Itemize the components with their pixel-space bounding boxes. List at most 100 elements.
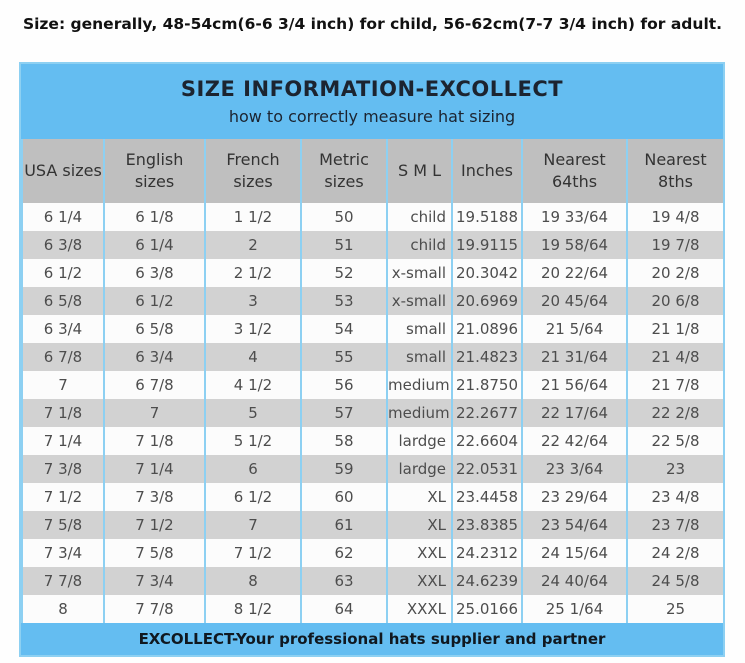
table-row: 6 3/8 6 1/4 2 51 child 19.9115 19 58/64 19 7/8 [21,231,725,259]
table-row: 7 3/4 7 5/8 7 1/2 62 XXL 24.2312 24 15/64 24 2/… [21,539,725,567]
table-row: 6 3/4 6 5/8 3 1/2 54 small 21.0896 21 5/64 21 1… [21,315,725,343]
table-row: 7 1/2 7 3/8 6 1/2 60 XL 23.4458 23 29/64 23 4/8 [21,483,725,511]
table-cell: 7 1/8 [103,427,206,455]
table-cell: XL [386,483,453,511]
column-header: Nearest 64ths [521,139,628,203]
table-cell: 61 [300,511,388,539]
column-header: S M L [386,139,453,203]
table-cell: child [386,231,453,259]
table-cell: 20 22/64 [521,259,628,287]
table-cell: 25 [626,595,725,623]
table-cell: 22.6604 [451,427,523,455]
table-cell: 7 1/4 [103,455,206,483]
table-cell: 51 [300,231,388,259]
table-cell: 21 7/8 [626,371,725,399]
column-header: English sizes [103,139,206,203]
table-cell: 23 29/64 [521,483,628,511]
table-cell: 62 [300,539,388,567]
table-cell: 6 3/8 [103,259,206,287]
table-cell: 21 56/64 [521,371,628,399]
table-cell: 56 [300,371,388,399]
table-cell: 24 15/64 [521,539,628,567]
table-cell: 20.6969 [451,287,523,315]
table-cell: 23.4458 [451,483,523,511]
table-cell: 24.6239 [451,567,523,595]
table-cell: 19 7/8 [626,231,725,259]
table-cell: 7 1/2 [21,483,105,511]
table-cell: 6 5/8 [21,287,105,315]
table-cell: 19 33/64 [521,203,628,231]
table-cell: 20.3042 [451,259,523,287]
table-subtitle: how to correctly measure hat sizing [228,107,516,126]
table-cell: 52 [300,259,388,287]
table-cell: 4 1/2 [204,371,302,399]
table-cell: 20 6/8 [626,287,725,315]
table-cell: 6 3/8 [21,231,105,259]
size-grid: USA sizes English sizes French sizes Metric… [21,139,725,623]
table-cell: 6 7/8 [103,371,206,399]
table-cell: x-small [386,287,453,315]
table-cell: 63 [300,567,388,595]
table-cell: lardge [386,455,453,483]
table-cell: 4 [204,343,302,371]
table-row: 7 3/8 7 1/4 6 59 lardge 22.0531 23 3/64 23 [21,455,725,483]
table-cell: 23 [626,455,725,483]
column-header: Inches [451,139,523,203]
size-note: Size: generally, 48-54cm(6-6 3/4 inch) f… [22,15,723,33]
table-cell: 21 5/64 [521,315,628,343]
table-row: 6 1/2 6 3/8 2 1/2 52 x-small 20.3042 20 22/64 2… [21,259,725,287]
table-cell: 8 [21,595,105,623]
table-cell: 23 7/8 [626,511,725,539]
table-cell: medium [386,399,453,427]
table-cell: 6 3/4 [21,315,105,343]
table-cell: 19 58/64 [521,231,628,259]
table-cell: small [386,343,453,371]
table-cell: 21 31/64 [521,343,628,371]
table-cell: 7 [21,371,105,399]
column-header: French sizes [204,139,302,203]
table-row: 7 1/4 7 1/8 5 1/2 58 lardge 22.6604 22 42/64 22… [21,427,725,455]
table-cell: 2 1/2 [204,259,302,287]
table-cell: 22 17/64 [521,399,628,427]
size-table: SIZE INFORMATION-EXCOLLECT how to correc… [19,62,725,657]
table-row: 7 1/8 7 5 57 medium 22.2677 22 17/64 22 2/8 [21,399,725,427]
table-cell: 25 1/64 [521,595,628,623]
table-cell: small [386,315,453,343]
table-cell: 20 45/64 [521,287,628,315]
table-cell: 22 2/8 [626,399,725,427]
table-cell: 21.8750 [451,371,523,399]
table-cell: 60 [300,483,388,511]
column-header: USA sizes [21,139,105,203]
table-row: 6 7/8 6 3/4 4 55 small 21.4823 21 31/64 21 4/8 [21,343,725,371]
header-row: USA sizes English sizes French sizes Metric… [21,139,725,203]
table-cell: child [386,203,453,231]
table-cell: XXL [386,567,453,595]
table-cell: 6 1/4 [21,203,105,231]
table-cell: 7 [103,399,206,427]
table-cell: 3 1/2 [204,315,302,343]
table-cell: 5 [204,399,302,427]
table-cell: 6 1/2 [21,259,105,287]
table-cell: lardge [386,427,453,455]
table-cell: 23 54/64 [521,511,628,539]
table-cell: 7 1/8 [21,399,105,427]
table-cell: 64 [300,595,388,623]
table-cell: 7 3/4 [21,539,105,567]
table-cell: 8 [204,567,302,595]
table-cell: 53 [300,287,388,315]
table-cell: 7 1/4 [21,427,105,455]
table-cell: 21.0896 [451,315,523,343]
table-cell: XL [386,511,453,539]
table-cell: 21.4823 [451,343,523,371]
table-cell: XXXL [386,595,453,623]
table-cell: 22 5/8 [626,427,725,455]
table-cell: 19.9115 [451,231,523,259]
table-cell: 50 [300,203,388,231]
table-cell: 7 3/4 [103,567,206,595]
table-cell: 22.2677 [451,399,523,427]
table-cell: 7 1/2 [103,511,206,539]
table-cell: 21 4/8 [626,343,725,371]
